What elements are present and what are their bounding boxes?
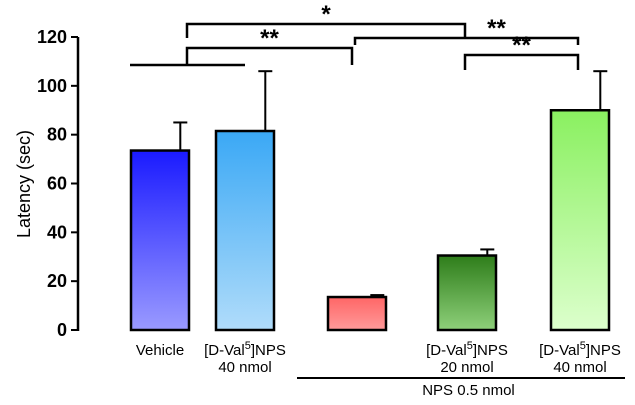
category-label: [D-Val5]NPS <box>426 340 508 359</box>
category-label: [D-Val5]NPS <box>539 340 621 359</box>
significance-label: ** <box>512 32 531 59</box>
y-tick-label: 100 <box>37 76 67 96</box>
bar <box>131 151 189 330</box>
y-axis-label: Latency (sec) <box>14 130 34 238</box>
significance-label: * <box>321 1 331 28</box>
significance-bracket <box>355 38 578 45</box>
bar <box>551 110 609 330</box>
category-label-dose: 20 nmol <box>440 359 493 376</box>
y-tick-label: 120 <box>37 27 67 47</box>
bar <box>328 297 386 330</box>
y-tick-label: 80 <box>47 125 67 145</box>
category-label-dose: 40 nmol <box>218 359 271 376</box>
y-tick-label: 60 <box>47 174 67 194</box>
category-label: Vehicle <box>136 342 184 359</box>
y-tick-label: 20 <box>47 271 67 291</box>
group-label: NPS 0.5 nmol <box>422 382 515 399</box>
category-label-dose: 40 nmol <box>553 359 606 376</box>
bar <box>216 131 274 330</box>
significance-label: ** <box>487 15 506 42</box>
y-tick-label: 0 <box>57 320 67 340</box>
significance-label: ** <box>260 25 279 52</box>
bar <box>438 256 496 330</box>
category-label: [D-Val5]NPS <box>204 340 286 359</box>
y-tick-label: 40 <box>47 222 67 242</box>
